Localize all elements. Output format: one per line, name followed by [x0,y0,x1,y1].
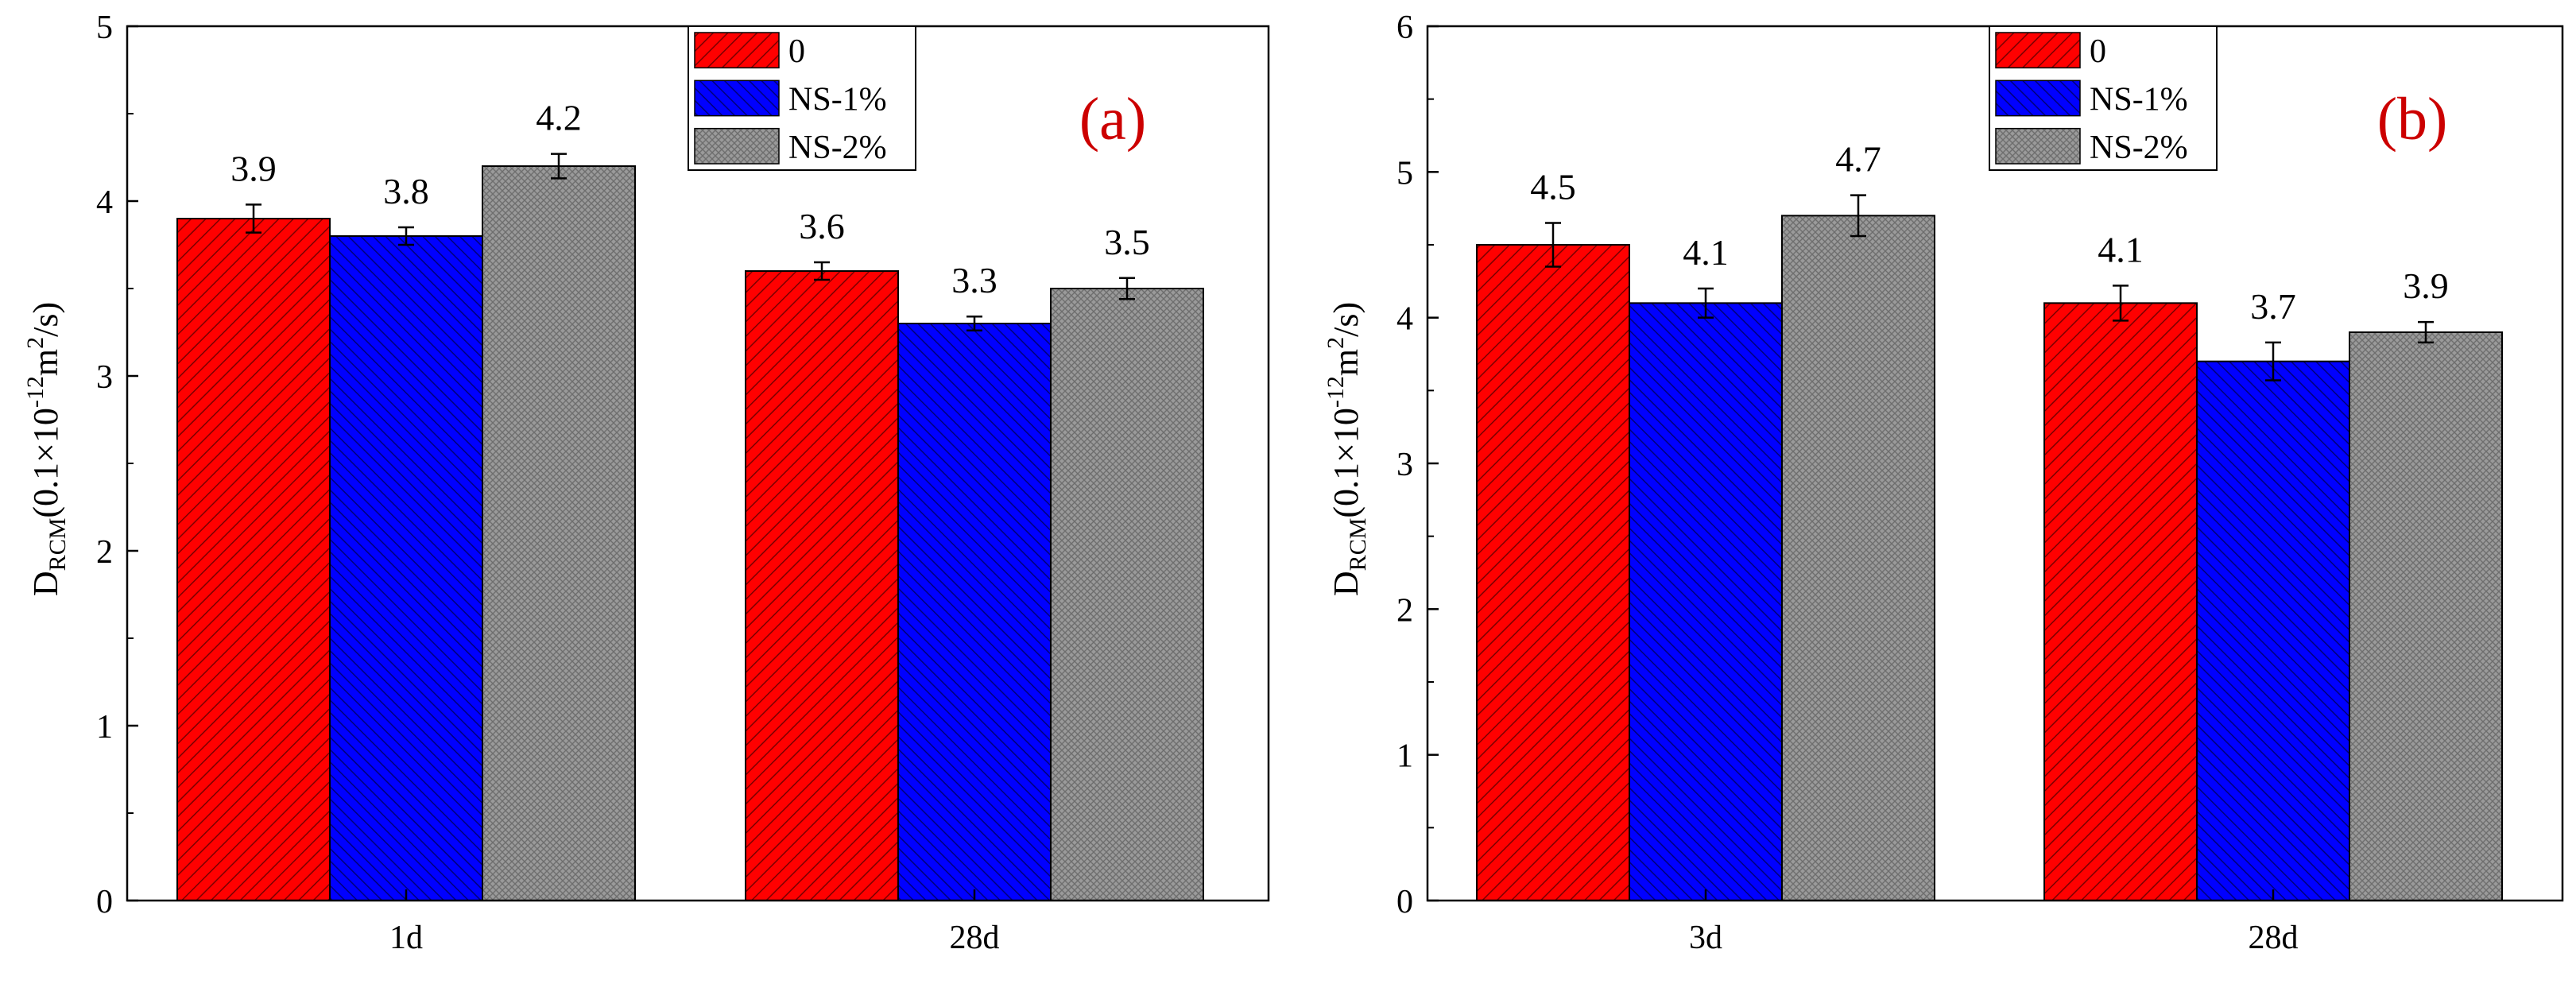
legend: 0 NS-1% NS-2% [1989,25,2218,171]
bar-series-ns1 [897,323,1052,901]
y-tick-label: 3 [96,359,113,396]
error-bar [551,153,567,180]
x-tick-label: 3d [1689,920,1722,956]
y-axis-title-unit: m [26,349,65,376]
data-label: 4.7 [1835,139,1881,180]
y-axis-title-prefix: (0.1×10 [26,408,65,517]
x-tick-label: 1d [389,920,423,956]
error-bar [1119,277,1135,300]
legend: 0 NS-1% NS-2% [688,25,916,171]
error-bar [2418,320,2434,344]
y-tick-label: 2 [96,534,113,571]
panel-label: (b) [2377,86,2448,153]
y-axis-title-subscript: RCM [45,518,71,571]
y-tick-label: 6 [1396,10,1413,46]
y-axis-title-suffix: /s) [1327,302,1365,337]
legend-label: NS-1% [788,82,887,118]
legend-label: NS-1% [2090,82,2188,118]
y-axis-title-unit: m [1327,349,1365,376]
y-axis-title-suffix: /s) [26,302,65,337]
error-bar [1850,194,1866,238]
y-tick-label: 5 [96,10,113,46]
legend-swatch-ns1 [694,79,780,117]
legend-label: 0 [788,33,805,70]
data-label: 3.3 [951,260,997,300]
legend-swatch-0 [694,32,780,69]
panel-label: (a) [1079,86,1146,153]
y-tick-label: 5 [1396,155,1413,192]
y-axis-title-exponent-1: -12 [1323,376,1349,408]
y-tick-label: 3 [1396,447,1413,483]
y-axis-title-subscript: RCM [1345,518,1371,571]
data-label: 3.9 [2403,265,2449,306]
bar-series-ns2 [482,165,636,901]
bar-series-0 [176,218,331,901]
error-bar [966,315,982,332]
x-tick-label: 28d [950,920,1000,956]
legend-swatch-ns2 [694,127,780,165]
data-label: 3.6 [799,206,845,246]
bar-series-ns2 [1050,288,1204,901]
error-bar [1698,287,1714,319]
bar-series-0 [1476,244,1630,901]
y-axis-title: DRCM(0.1×10-12m2/s) [1323,302,1371,596]
data-label: 3.8 [383,171,429,211]
data-label: 4.1 [1683,232,1729,273]
bar-series-0 [745,270,899,901]
y-axis-title-exponent-2: 2 [22,337,48,349]
legend-label: NS-2% [788,130,887,166]
y-tick-label: 1 [96,709,113,746]
bar-series-ns1 [329,235,483,901]
legend-swatch-ns2 [1995,127,2081,165]
panel-b: DRCM(0.1×10-12m2/s) (b) 4.54.14.13.74.73… [1323,10,2564,956]
legend-label: 0 [2090,33,2106,70]
x-tick-label: 28d [2249,920,2299,956]
error-bar [2265,341,2281,382]
bar-series-0 [2043,302,2198,902]
y-tick-label: 0 [1396,884,1413,920]
y-tick-label: 1 [1396,738,1413,775]
error-bar [246,203,261,234]
data-label: 3.9 [230,148,277,188]
y-tick-label: 0 [96,884,113,920]
bar-series-ns1 [1629,302,1783,902]
error-bar [1545,222,1561,268]
y-axis-title: DRCM(0.1×10-12m2/s) [22,302,71,596]
error-bar [398,226,414,246]
y-axis-title-prefix: (0.1×10 [1327,408,1365,517]
bar-series-ns2 [2349,331,2503,901]
legend-label: NS-2% [2090,130,2188,166]
data-label: 4.5 [1530,167,1576,207]
y-axis-title-exponent-2: 2 [1323,337,1349,349]
y-tick-label: 2 [1396,592,1413,629]
error-bar [2113,285,2129,322]
y-axis-title-main: D [1327,571,1365,596]
data-label: 4.1 [2098,229,2144,269]
y-axis-title-main: D [26,571,65,596]
legend-swatch-0 [1995,32,2081,69]
data-label: 3.5 [1104,222,1150,262]
legend-swatch-ns1 [1995,79,2081,117]
data-label: 4.2 [536,98,582,138]
data-label: 3.7 [2250,286,2296,327]
bar-series-ns2 [1781,215,1935,902]
y-axis-title-exponent-1: -12 [22,376,48,408]
bar-series-ns1 [2196,360,2350,901]
panel-a: DRCM(0.1×10-12m2/s) (a) 3.93.63.83.34.23… [22,10,1270,956]
y-tick-label: 4 [1396,301,1413,338]
y-tick-label: 4 [96,184,113,221]
error-bar [814,261,830,281]
